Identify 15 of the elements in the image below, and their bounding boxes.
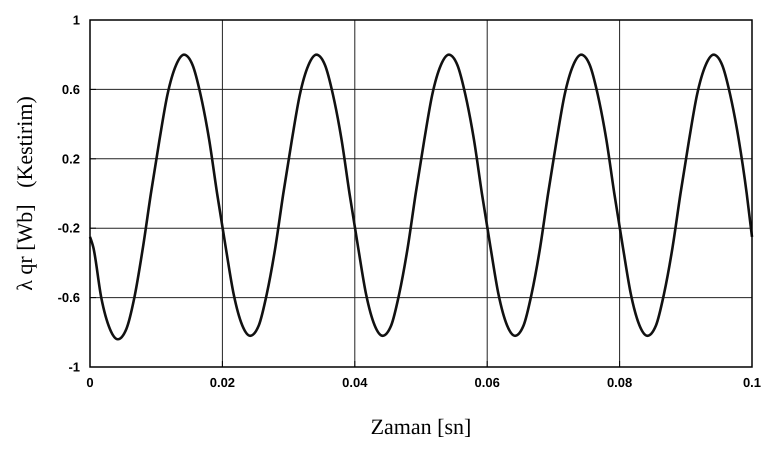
y-tick-label: -0.6 bbox=[58, 290, 80, 306]
y-tick-label: -1 bbox=[68, 360, 80, 374]
x-tick-label: 0 bbox=[86, 375, 94, 390]
y-tick-label: -0.2 bbox=[58, 220, 80, 236]
line-series bbox=[88, 53, 754, 341]
y-axis-title: λ qr [Wb] (Kestirim) bbox=[12, 96, 37, 291]
x-tick-label: 0.04 bbox=[342, 375, 368, 390]
x-tick-label: 0.06 bbox=[474, 375, 500, 390]
y-tick-label: 1 bbox=[72, 12, 80, 28]
x-tick-label: 0.02 bbox=[210, 375, 236, 390]
x-tick-label: 0.08 bbox=[606, 375, 632, 390]
y-tick-label: 0.2 bbox=[62, 151, 80, 166]
x-axis-title: Zaman [sn] bbox=[370, 414, 472, 439]
y-tick-label: 0.6 bbox=[62, 82, 80, 97]
x-tick-label: 0.1 bbox=[742, 375, 762, 390]
